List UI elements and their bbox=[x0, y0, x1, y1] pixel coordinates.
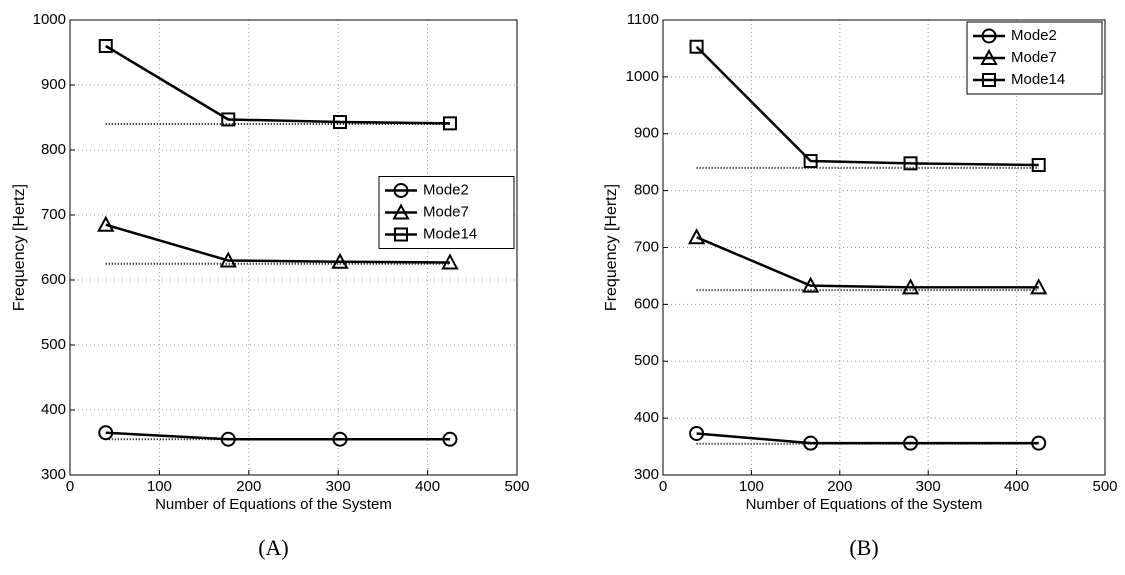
x-tick-label: 0 bbox=[66, 478, 74, 495]
marker bbox=[441, 253, 459, 270]
x-tick-label: 500 bbox=[1092, 478, 1117, 495]
y-axis-label: Frequency [Hertz] bbox=[11, 184, 28, 311]
y-axis-label: Frequency [Hertz] bbox=[603, 184, 620, 311]
y-tick-label: 500 bbox=[634, 352, 659, 369]
legend-label: Mode7 bbox=[423, 203, 469, 220]
series-line bbox=[105, 44, 450, 125]
marker bbox=[394, 227, 408, 242]
plot-frame bbox=[662, 19, 1106, 476]
marker bbox=[981, 28, 997, 44]
marker bbox=[220, 431, 236, 447]
chart: 0 100 200 300 400 500 300 400 500 600 700 800 900 100… bbox=[11, 11, 529, 560]
y-tick-label: 400 bbox=[634, 409, 659, 426]
marker bbox=[442, 116, 457, 131]
x-tick-label: 500 bbox=[504, 478, 529, 495]
y-tick-label: 900 bbox=[41, 76, 66, 93]
marker bbox=[331, 252, 349, 269]
x-tick-label: 300 bbox=[326, 478, 351, 495]
y-tick-label: 500 bbox=[41, 336, 66, 353]
marker bbox=[332, 115, 347, 130]
y-tick-label: 300 bbox=[41, 466, 66, 483]
marker bbox=[901, 278, 920, 295]
marker bbox=[1031, 435, 1047, 451]
x-axis-label: Number of Equations of the System bbox=[746, 496, 983, 513]
marker bbox=[442, 431, 458, 447]
marker bbox=[689, 39, 704, 54]
caption: (B) bbox=[849, 535, 878, 560]
y-tick-label: 700 bbox=[41, 206, 66, 223]
legend-label: Mode7 bbox=[1011, 49, 1057, 66]
legend-label: Mode14 bbox=[1011, 71, 1065, 88]
y-tick-label: 700 bbox=[634, 238, 659, 255]
y-tick-label: 900 bbox=[634, 125, 659, 142]
x-tick-label: 200 bbox=[827, 478, 852, 495]
series-line bbox=[696, 236, 1039, 289]
y-tick-label: 800 bbox=[634, 182, 659, 199]
marker bbox=[687, 228, 706, 245]
marker bbox=[801, 276, 820, 293]
marker bbox=[221, 112, 236, 127]
marker bbox=[393, 183, 409, 198]
y-tick-label: 1000 bbox=[626, 68, 659, 85]
legend-label: Mode2 bbox=[423, 181, 469, 198]
marker bbox=[98, 39, 113, 53]
x-tick-label: 0 bbox=[659, 478, 667, 495]
x-tick-label: 400 bbox=[415, 478, 440, 495]
marker bbox=[97, 215, 115, 232]
series-line bbox=[105, 223, 450, 264]
marker bbox=[903, 156, 918, 171]
x-tick-label: 300 bbox=[916, 478, 941, 495]
marker bbox=[689, 425, 705, 441]
y-tick-label: 400 bbox=[41, 401, 66, 418]
chart: 0 100 200 300 400 500 300 400 500 600 700 800 900 100… bbox=[603, 11, 1117, 560]
legend-label: Mode2 bbox=[1011, 27, 1057, 44]
marker bbox=[392, 203, 410, 220]
marker bbox=[982, 73, 996, 87]
y-tick-label: 1000 bbox=[33, 11, 66, 28]
x-axis-label: Number of Equations of the System bbox=[155, 496, 392, 513]
x-tick-label: 100 bbox=[147, 478, 172, 495]
caption: (A) bbox=[258, 535, 289, 560]
y-tick-label: 800 bbox=[41, 141, 66, 158]
plot-frame bbox=[69, 19, 518, 476]
x-tick-label: 200 bbox=[236, 478, 261, 495]
series-line bbox=[695, 45, 1039, 167]
y-tick-label: 300 bbox=[634, 466, 659, 483]
x-tick-label: 100 bbox=[739, 478, 764, 495]
series-line bbox=[105, 431, 450, 441]
legend: Mode2 Mode7 Mode14 bbox=[378, 176, 515, 249]
legend-label: Mode14 bbox=[423, 225, 477, 242]
y-tick-label: 600 bbox=[634, 295, 659, 312]
y-tick-label: 600 bbox=[41, 271, 66, 288]
legend: Mode2 Mode7 Mode14 bbox=[966, 21, 1103, 95]
marker bbox=[980, 48, 998, 65]
marker bbox=[1031, 158, 1046, 173]
marker bbox=[1030, 278, 1048, 295]
y-tick-label: 1100 bbox=[627, 11, 659, 28]
series-line bbox=[696, 432, 1039, 445]
marker bbox=[219, 251, 237, 268]
x-tick-label: 400 bbox=[1004, 478, 1029, 495]
